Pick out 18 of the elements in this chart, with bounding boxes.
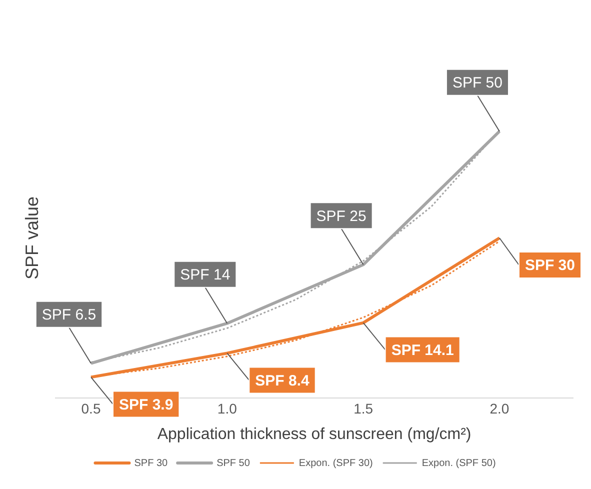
data-label: SPF 50 [452,74,502,92]
data-label: SPF 14 [180,266,230,284]
data-label: SPF 25 [316,208,366,225]
legend-label: Expon. (SPF 50) [422,458,496,469]
data-label: SPF 3.9 [118,396,174,414]
data-label: SPF 30 [524,257,576,274]
legend-label: Expon. (SPF 30) [298,458,373,469]
x-tick-label: 2.0 [490,400,510,416]
x-tick-label: 1.5 [354,400,374,416]
data-label: SPF 8.4 [255,372,310,390]
x-axis-title: Application thickness of sunscreen (mg/cm²) [157,426,472,443]
data-label: SPF 6.5 [42,306,96,324]
y-axis-title: SPF value [22,196,42,280]
data-label: SPF 14.1 [391,342,454,359]
x-tick-label: 0.5 [81,400,101,416]
legend-label: SPF 30 [134,458,168,469]
x-tick-label: 1.0 [217,400,238,416]
legend-label: SPF 50 [216,458,250,469]
